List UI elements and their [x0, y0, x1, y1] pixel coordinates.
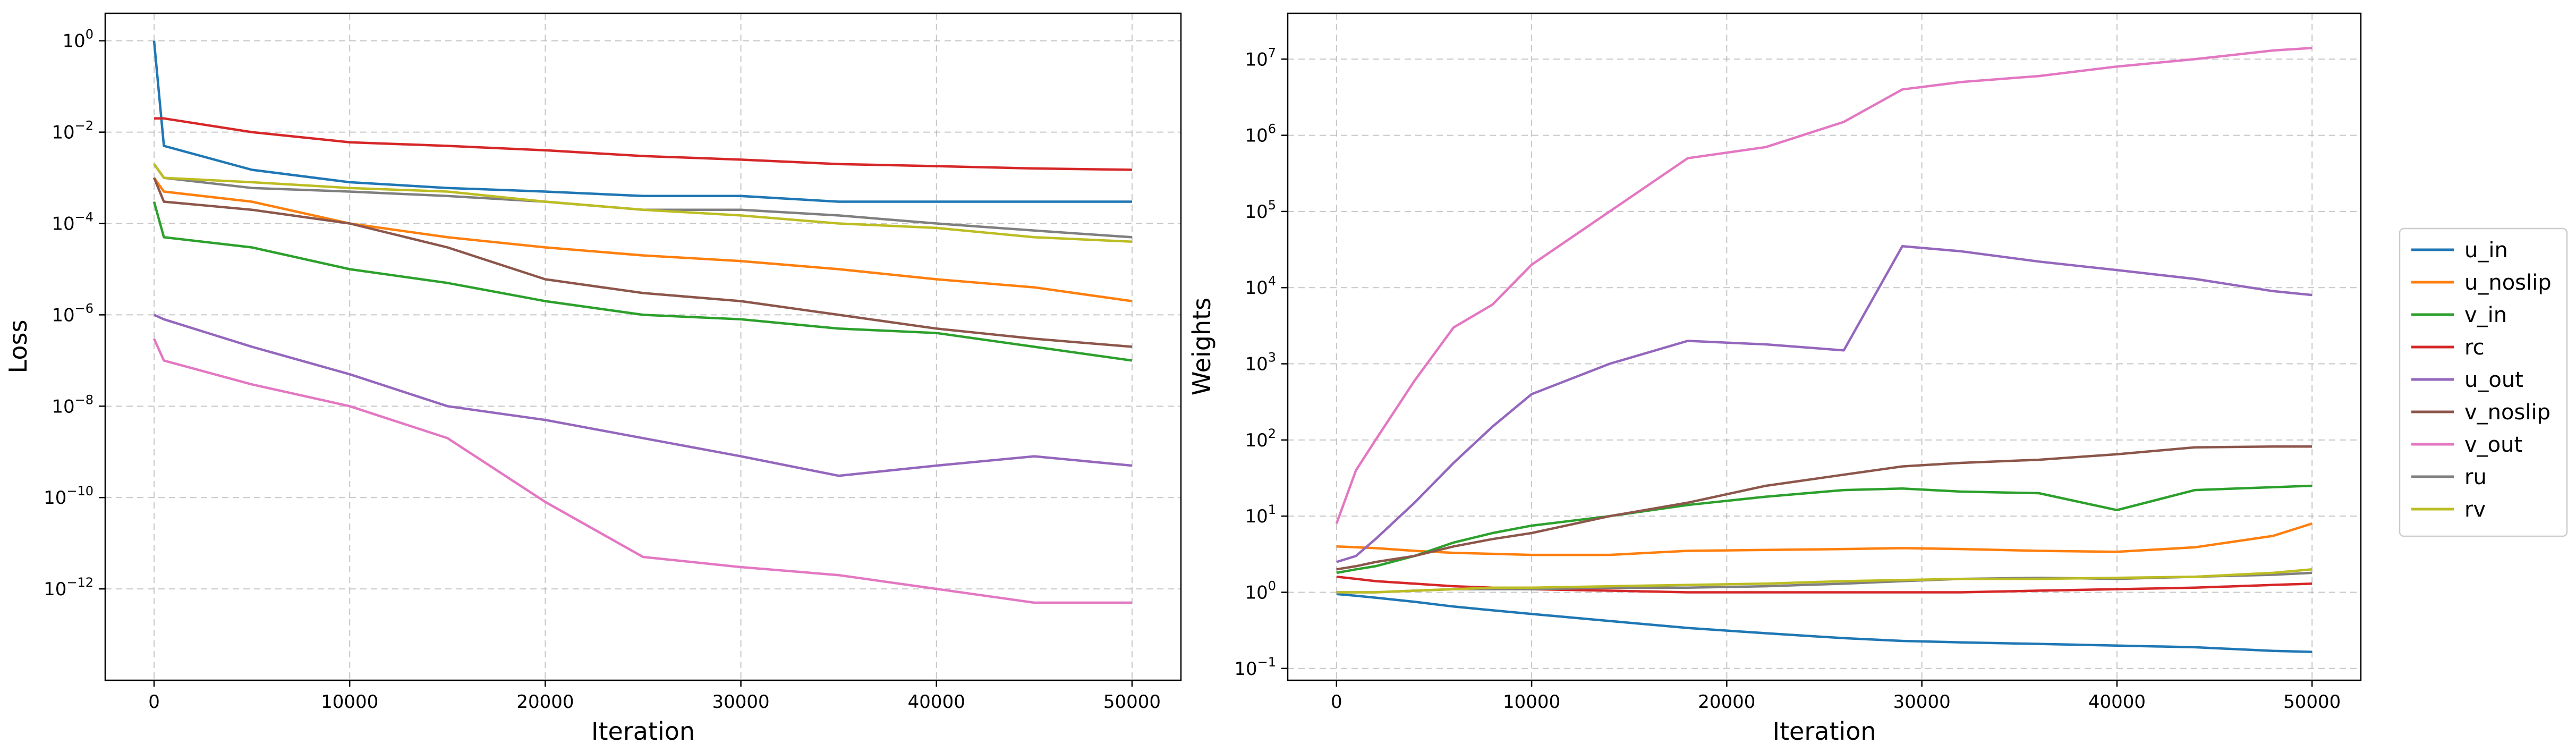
y-tick-label: 100 — [1245, 578, 1276, 603]
series-line-u_noslip — [153, 177, 1133, 302]
y-tick-label: 10−1 — [1234, 655, 1276, 680]
legend-label-v_noslip: v_noslip — [2464, 400, 2551, 425]
y-tick-label: 103 — [1245, 350, 1276, 375]
plot-frame — [1287, 12, 2362, 681]
plot-frame — [104, 12, 1182, 681]
x-tick-label: 0 — [148, 691, 160, 713]
y-tick-label: 10−10 — [44, 484, 93, 509]
x-tick-label: 0 — [1331, 691, 1342, 713]
x-tick-label: 40000 — [908, 691, 965, 713]
series-group — [152, 40, 1133, 604]
y-axis-label: Weights — [1187, 298, 1216, 395]
series-line-v_in — [152, 201, 1133, 362]
legend-label-u_out: u_out — [2464, 368, 2523, 392]
legend-label-v_out: v_out — [2464, 433, 2522, 457]
series-line-u_in — [152, 40, 1132, 203]
series-line-u_out — [1336, 245, 2313, 563]
x-axis-label: Iteration — [591, 717, 695, 746]
y-tick-label: 10−8 — [52, 392, 93, 417]
x-tick-label: 30000 — [712, 691, 770, 713]
legend-label-v_in: v_in — [2464, 303, 2507, 327]
series-line-v_noslip — [152, 177, 1133, 348]
x-axis-label: Iteration — [1772, 717, 1876, 746]
x-tick-label: 50000 — [1103, 691, 1161, 713]
y-tick-label: 10−12 — [44, 575, 93, 600]
y-tick-label: 100 — [62, 27, 93, 52]
y-tick-label: 102 — [1245, 426, 1276, 451]
x-tick-label: 10000 — [321, 691, 378, 713]
legend-label-rv: rv — [2464, 497, 2486, 522]
series-line-v_noslip — [1336, 445, 2313, 571]
series-group — [1335, 47, 2313, 653]
y-tick-label: 105 — [1245, 198, 1276, 223]
series-line-rv — [153, 163, 1133, 243]
series-line-u_out — [154, 314, 1133, 477]
y-tick-label: 10−4 — [52, 210, 93, 235]
legend-label-ru: ru — [2464, 465, 2487, 489]
y-tick-label: 104 — [1245, 274, 1276, 299]
y-axis-label: Loss — [4, 320, 32, 374]
legend-label-u_noslip: u_noslip — [2464, 271, 2552, 295]
y-tick-label: 10−6 — [52, 301, 93, 326]
x-tick-label: 20000 — [1698, 691, 1755, 713]
loss-chart: 0 10000 20000 30000 40000 50000 100 10−2 10−4 10−… — [4, 12, 1182, 746]
x-tick-label: 20000 — [516, 691, 574, 713]
series-line-rv — [1336, 568, 2313, 594]
x-tick-label: 50000 — [2283, 691, 2341, 713]
legend-box — [2399, 227, 2568, 537]
x-tick-label: 40000 — [2088, 691, 2146, 713]
x-tick-label: 30000 — [1893, 691, 1951, 713]
series-line-v_out — [1335, 47, 2313, 524]
series-line-rc — [1336, 575, 2313, 594]
y-tick-label: 10−2 — [52, 119, 93, 143]
legend-label-rc: rc — [2464, 335, 2485, 360]
series-line-u_noslip — [1336, 522, 2313, 556]
series-line-v_out — [152, 338, 1132, 604]
y-tick-label: 101 — [1245, 502, 1276, 527]
series-line-v_in — [1336, 484, 2313, 574]
weights-chart: 0 10000 20000 30000 40000 50000 10−1 100 101 102 1… — [1187, 12, 2362, 746]
y-tick-label: 106 — [1245, 122, 1276, 147]
legend-label-u_in: u_in — [2464, 238, 2508, 263]
series-line-u_in — [1336, 593, 2313, 653]
series-line-rc — [154, 117, 1133, 171]
y-tick-label: 107 — [1245, 45, 1276, 70]
x-tick-label: 10000 — [1503, 691, 1560, 713]
